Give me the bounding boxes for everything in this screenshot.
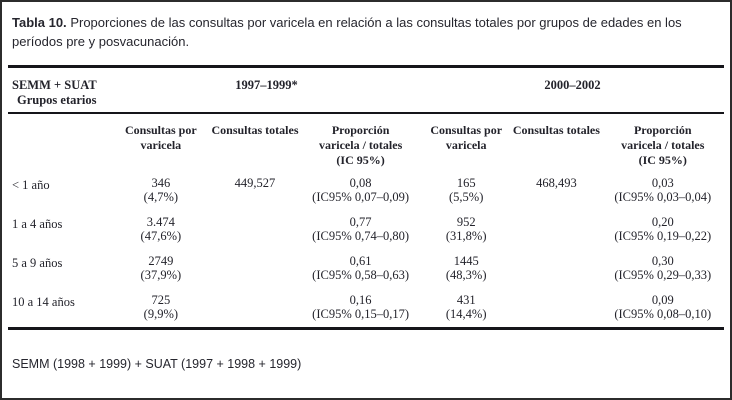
column-header-line: varicela / totales [621,137,705,152]
cases-percent: (9,9%) [143,306,179,321]
proportion-value: 0,16 [349,292,372,307]
table-caption-label: Tabla 10. [12,15,67,30]
column-header-line: Proporción [331,122,390,137]
column-header-line: varicela [140,137,182,152]
cases-percent: (37,9%) [140,267,182,282]
column-header-row: Consultas por varicela Consultas totales… [8,113,724,173]
column-header-line: Proporción [633,122,692,137]
cases-cell-p1: 346 (4,7%) [112,173,210,212]
confidence-interval: (IC95% 0,58–0,63) [312,267,410,282]
column-header-line: Consultas por [125,122,197,137]
column-header-line: (IC 95%) [336,152,385,167]
period-header-1997-1999: 1997–1999* [111,66,422,114]
cases-cell-p2: 1445 (48,3%) [421,251,511,290]
data-table: SEMM + SUAT Grupos etarios 1997–1999* 20… [8,65,724,330]
table-row: 5 a 9 años 2749 (37,9%) 0,61 (IC95% 0,58… [8,251,724,290]
cases-value: 431 [456,292,476,307]
cases-percent: (4,7%) [143,189,179,204]
table-caption-text: Proporciones de las consultas por varice… [12,15,682,49]
column-header-line: varicela [445,137,487,152]
proportion-value: 0,09 [651,292,674,307]
cases-value: 3.474 [146,214,175,229]
proportion-cell-p2: 0,30 (IC95% 0,29–0,33) [602,251,725,290]
cases-percent: (5,5%) [449,189,484,204]
table-caption: Tabla 10. Proporciones de las consultas … [2,2,730,65]
period-header-2000-2002: 2000–2002 [421,66,724,114]
totals-cell-p2: 468,493 [536,175,577,190]
cases-percent: (14,4%) [445,306,487,321]
stub-header-line1: SEMM + SUAT [12,78,97,92]
confidence-interval: (IC95% 0,03–0,04) [614,189,712,204]
column-header-line: (IC 95%) [638,152,687,167]
cases-value: 165 [456,175,476,190]
proportion-value: 0,77 [349,214,372,229]
age-group-cell: < 1 año [12,177,50,192]
cases-percent: (47,6%) [140,228,182,243]
cases-value: 2749 [148,253,174,268]
age-group-cell: 10 a 14 años [12,294,75,309]
confidence-interval: (IC95% 0,15–0,17) [312,306,410,321]
empty-header-cell [8,113,112,173]
proportion-cell-p1: 0,16 (IC95% 0,15–0,17) [300,290,421,329]
column-header-varicela-p1: Consultas por varicela [112,113,210,173]
age-group-cell: 1 a 4 años [12,216,63,231]
cases-cell-p2: 952 (31,8%) [421,212,511,251]
column-header-line: varicela / totales [318,137,403,152]
column-header-totales-p1: Consultas totales [211,122,299,137]
confidence-interval: (IC95% 0,07–0,09) [312,189,410,204]
stub-header-line2: Grupos etarios [17,93,97,107]
cases-cell-p2: 165 (5,5%) [421,173,511,212]
column-header-proporcion-p2: Proporción varicela / totales (IC 95%) [602,113,725,173]
proportion-cell-p1: 0,08 (IC95% 0,07–0,09) [300,173,421,212]
proportion-cell-p1: 0,77 (IC95% 0,74–0,80) [300,212,421,251]
cases-value: 725 [151,292,171,307]
table-row: 1 a 4 años 3.474 (47,6%) 0,77 (IC95% 0,7… [8,212,724,251]
period-header-row: SEMM + SUAT Grupos etarios 1997–1999* 20… [8,66,724,114]
confidence-interval: (IC95% 0,29–0,33) [614,267,712,282]
table-body: SEMM + SUAT Grupos etarios 1997–1999* 20… [8,65,724,330]
totals-cell-p1 [210,290,300,329]
cases-value: 1445 [453,253,479,268]
proportion-cell-p1: 0,61 (IC95% 0,58–0,63) [300,251,421,290]
column-header-totales-p2: Consultas totales [512,122,600,137]
proportion-cell-p2: 0,09 (IC95% 0,08–0,10) [602,290,725,329]
column-header-varicela-p2: Consultas por varicela [421,113,511,173]
table-row: < 1 año 346 (4,7%) 449,527 0,08 (IC95% 0… [8,173,724,212]
proportion-cell-p2: 0,20 (IC95% 0,19–0,22) [602,212,725,251]
proportion-value: 0,08 [349,175,372,190]
totals-cell-p2 [511,251,601,290]
column-header-line: Consultas por [430,122,503,137]
confidence-interval: (IC95% 0,19–0,22) [614,228,712,243]
proportion-value: 0,03 [651,175,674,190]
totals-cell-p1 [210,212,300,251]
proportion-cell-p2: 0,03 (IC95% 0,03–0,04) [602,173,725,212]
column-header-proporcion-p1: Proporción varicela / totales (IC 95%) [300,113,421,173]
totals-cell-p1 [210,251,300,290]
cases-cell-p2: 431 (14,4%) [421,290,511,329]
cases-cell-p1: 3.474 (47,6%) [112,212,210,251]
cases-cell-p1: 2749 (37,9%) [112,251,210,290]
proportion-value: 0,30 [651,253,674,268]
confidence-interval: (IC95% 0,74–0,80) [312,228,410,243]
table-footnote: SEMM (1998 + 1999) + SUAT (1997 + 1998 +… [12,357,302,371]
confidence-interval: (IC95% 0,08–0,10) [614,306,712,321]
cases-cell-p1: 725 (9,9%) [112,290,210,329]
cases-percent: (31,8%) [445,228,487,243]
stub-header-cell: SEMM + SUAT Grupos etarios [8,66,112,114]
proportion-value: 0,20 [651,214,674,229]
cases-percent: (48,3%) [445,267,487,282]
totals-cell-p2 [511,290,601,329]
cases-value: 952 [456,214,476,229]
totals-cell-p2 [511,212,601,251]
table-row: 10 a 14 años 725 (9,9%) 0,16 (IC95% 0,15… [8,290,724,329]
totals-cell-p1: 449,527 [234,175,276,190]
proportion-value: 0,61 [349,253,372,268]
cases-value: 346 [151,175,171,190]
age-group-cell: 5 a 9 años [12,255,63,270]
